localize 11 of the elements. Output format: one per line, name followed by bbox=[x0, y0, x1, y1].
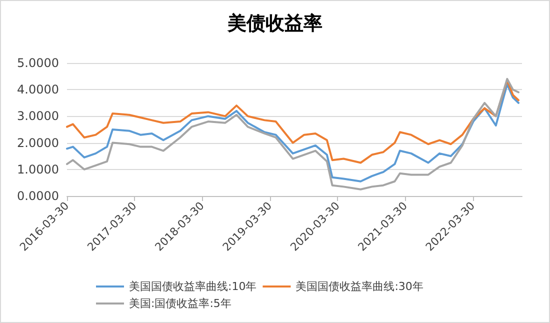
y-tick-label: 1.0000 bbox=[17, 162, 59, 176]
legend-label: 美国国债收益率曲线:10年 bbox=[129, 280, 257, 293]
y-tick-label: 4.0000 bbox=[17, 82, 59, 97]
legend-label: 美国国债收益率曲线:30年 bbox=[296, 280, 424, 293]
y-tick-label: 2.0000 bbox=[17, 136, 59, 150]
y-tick-label: 0.0000 bbox=[17, 189, 59, 203]
y-tick-label: 3.0000 bbox=[17, 109, 59, 124]
legend-label: 美国:国债收益率:5年 bbox=[129, 297, 232, 310]
line-series bbox=[66, 79, 520, 164]
chart-title: 美债收益率 bbox=[226, 12, 322, 34]
y-tick-label: 5.0000 bbox=[17, 56, 59, 70]
